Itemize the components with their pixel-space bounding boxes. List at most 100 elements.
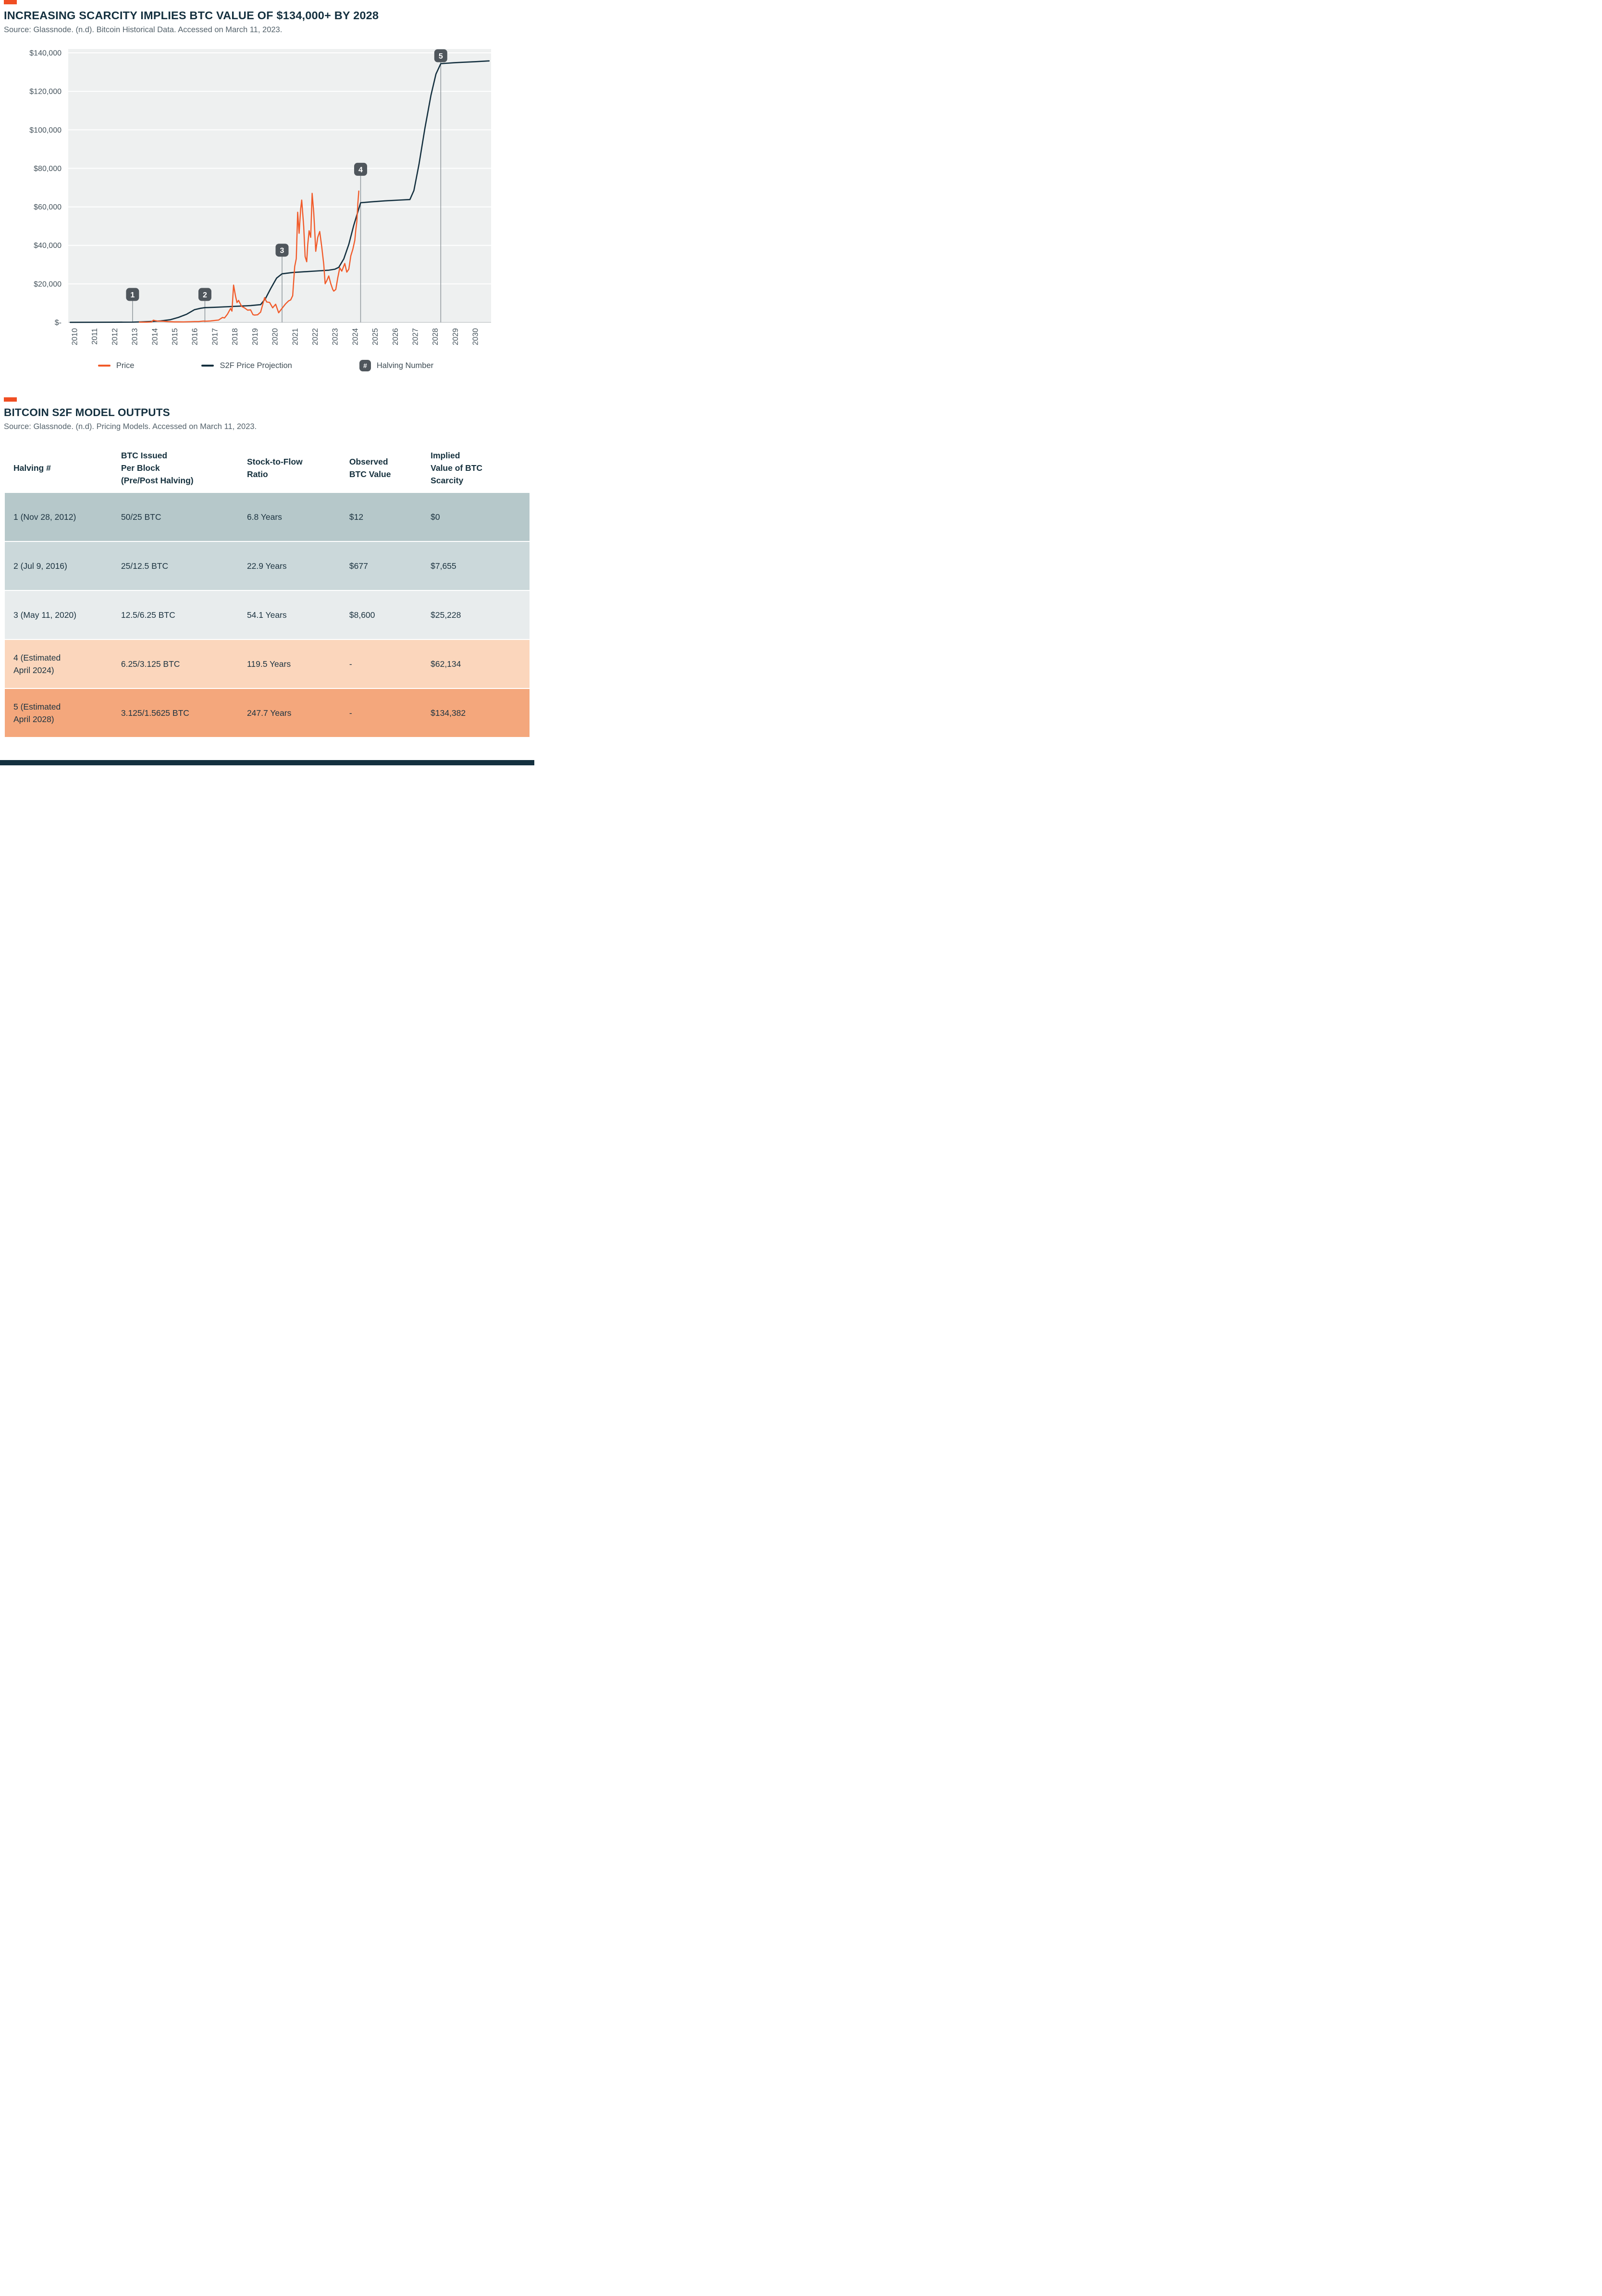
halving-marker: 5 [434,49,447,62]
x-axis-label: 2015 [171,328,179,345]
x-axis-label: 2017 [211,328,219,345]
x-axis-label: 2027 [412,328,420,345]
x-axis-label: 2030 [472,328,480,345]
halving-badge-number: 5 [439,52,443,61]
x-axis-label: 2020 [271,328,280,345]
table-cell: $0 [431,512,440,522]
table-cell: $62,134 [431,659,461,669]
x-axis-label: 2014 [151,328,159,345]
table-cell: $7,655 [431,561,456,571]
y-axis-label: $120,000 [29,88,62,96]
halving-badge-number: 1 [130,291,135,299]
section-accent-bar [4,0,17,4]
halving-marker: 2 [198,288,211,301]
table-header-cell: Observed BTC Value [349,456,391,479]
table-cell: 3.125/1.5625 BTC [121,708,189,718]
x-axis-label: 2013 [131,328,139,345]
x-axis-label: 2018 [231,328,239,345]
table-cell: 54.1 Years [246,610,287,620]
table-row: 4 (Estimated April 2024) 6.25/3.125 BTC 11… [5,640,530,689]
x-axis-label: 2021 [291,328,299,345]
y-axis-label: $80,000 [34,165,62,173]
halving-marker: 1 [126,288,139,301]
y-axis-label: $140,000 [29,49,62,58]
halving-badge [198,288,211,301]
table-cell: - [349,659,352,669]
x-axis-label: 2016 [191,328,199,345]
table-cell: 12.5/6.25 BTC [121,610,175,620]
table-cell: 6.8 Years [246,512,282,522]
y-axis-label: $100,000 [29,126,62,135]
chart-section: INCREASING SCARCITY IMPLIES BTC VALUE OF… [0,0,534,371]
table-cell: $134,382 [431,708,466,718]
table-cell: 5 (Estimated April 2028) [13,701,61,724]
series-line-price [138,190,359,323]
legend-item: Price [98,361,135,370]
legend-halving-badge-icon: # [359,360,371,371]
x-axis-label: 2011 [91,328,99,345]
section-accent-bar [4,397,17,402]
chart-wrap: $- $20,000 $40,000 $60,000 $80,000 $100,000 $1… [13,41,534,357]
halving-badge-number: 2 [203,291,207,299]
halving-badge-number: 4 [358,166,363,174]
halving-badge [434,49,447,62]
halving-marker: 4 [354,162,367,176]
table-title: BITCOIN S2F MODEL OUTPUTS [4,406,170,418]
table-cell: 4 (Estimated April 2024) [13,652,61,675]
x-axis-label: 2025 [371,328,380,345]
table-cell: $12 [349,512,364,522]
table-header-cell: BTC Issued Per Block (Pre/Post Halving) [121,450,194,486]
table-header-cell: Stock-to-Flow Ratio [246,456,303,479]
table-cell: 2 (Jul 9, 2016) [13,561,67,571]
legend-label: Price [116,361,135,370]
table-section: BITCOIN S2F MODEL OUTPUTS Source: Glassn… [0,397,534,738]
table-header-cell: Halving # [13,463,51,473]
chart-legend: Price S2F Price Projection # Halving Number [13,360,518,371]
table-cell: $8,600 [349,610,375,620]
table-row: 3 (May 11, 2020) 12.5/6.25 BTC 54.1 Years $… [5,591,530,640]
x-axis-label: 2026 [392,328,400,345]
table-cell: 50/25 BTC [121,512,161,522]
table-cell: 247.7 Years [246,708,292,718]
legend-label: S2F Price Projection [220,361,292,370]
x-axis-label: 2012 [111,328,119,345]
halving-marker: 3 [275,244,289,257]
table-cell: - [349,708,352,718]
table-cell: 1 (Nov 28, 2012) [13,512,76,522]
halving-badge [126,288,139,301]
halving-badge [354,162,367,176]
x-axis-label: 2029 [452,328,460,345]
y-axis-label: $40,000 [34,242,62,250]
table-header-cell: Implied Value of BTC Scarcity [431,450,483,486]
chart-source-text: Source: Glassnode. (n.d). Bitcoin Histor… [4,25,283,34]
x-axis-label: 2024 [351,328,359,345]
table-cell: 25/12.5 BTC [121,561,169,571]
table-row: 2 (Jul 9, 2016) 25/12.5 BTC 22.9 Years $677… [5,542,530,591]
x-axis-label: 2022 [311,328,320,345]
table-cell: 3 (May 11, 2020) [13,610,76,620]
halving-badge [275,244,289,257]
plot-area [68,49,491,322]
table-cell: 22.9 Years [246,561,287,571]
table-header-row: Halving # BTC Issued Per Block (Pre/Post … [5,444,530,493]
y-axis-label: $20,000 [34,280,62,288]
legend-item: # Halving Number [359,360,433,371]
series-line-s2f-price-projection [69,60,490,323]
x-axis-label: 2028 [431,328,440,345]
table-cell: $25,228 [431,610,461,620]
y-axis-label: $- [55,319,62,327]
halving-badge-number: 3 [280,247,284,255]
legend-item: S2F Price Projection [201,361,292,370]
table-cell: 119.5 Years [246,659,291,669]
table-row: 1 (Nov 28, 2012) 50/25 BTC 6.8 Years $12 $0 [5,493,530,542]
footer-bar [0,760,534,765]
x-axis-label: 2019 [251,328,259,345]
x-axis-label: 2023 [332,328,340,345]
legend-line-swatch [201,365,214,367]
x-axis-label: 2010 [71,328,79,345]
page-title: INCREASING SCARCITY IMPLIES BTC VALUE OF… [4,9,379,22]
infographic-page: INCREASING SCARCITY IMPLIES BTC VALUE OF… [0,0,534,765]
table-cell: $677 [349,561,368,571]
table-row: 5 (Estimated April 2028) 3.125/1.5625 BTC… [5,689,530,738]
table-cell: 6.25/3.125 BTC [121,659,180,669]
